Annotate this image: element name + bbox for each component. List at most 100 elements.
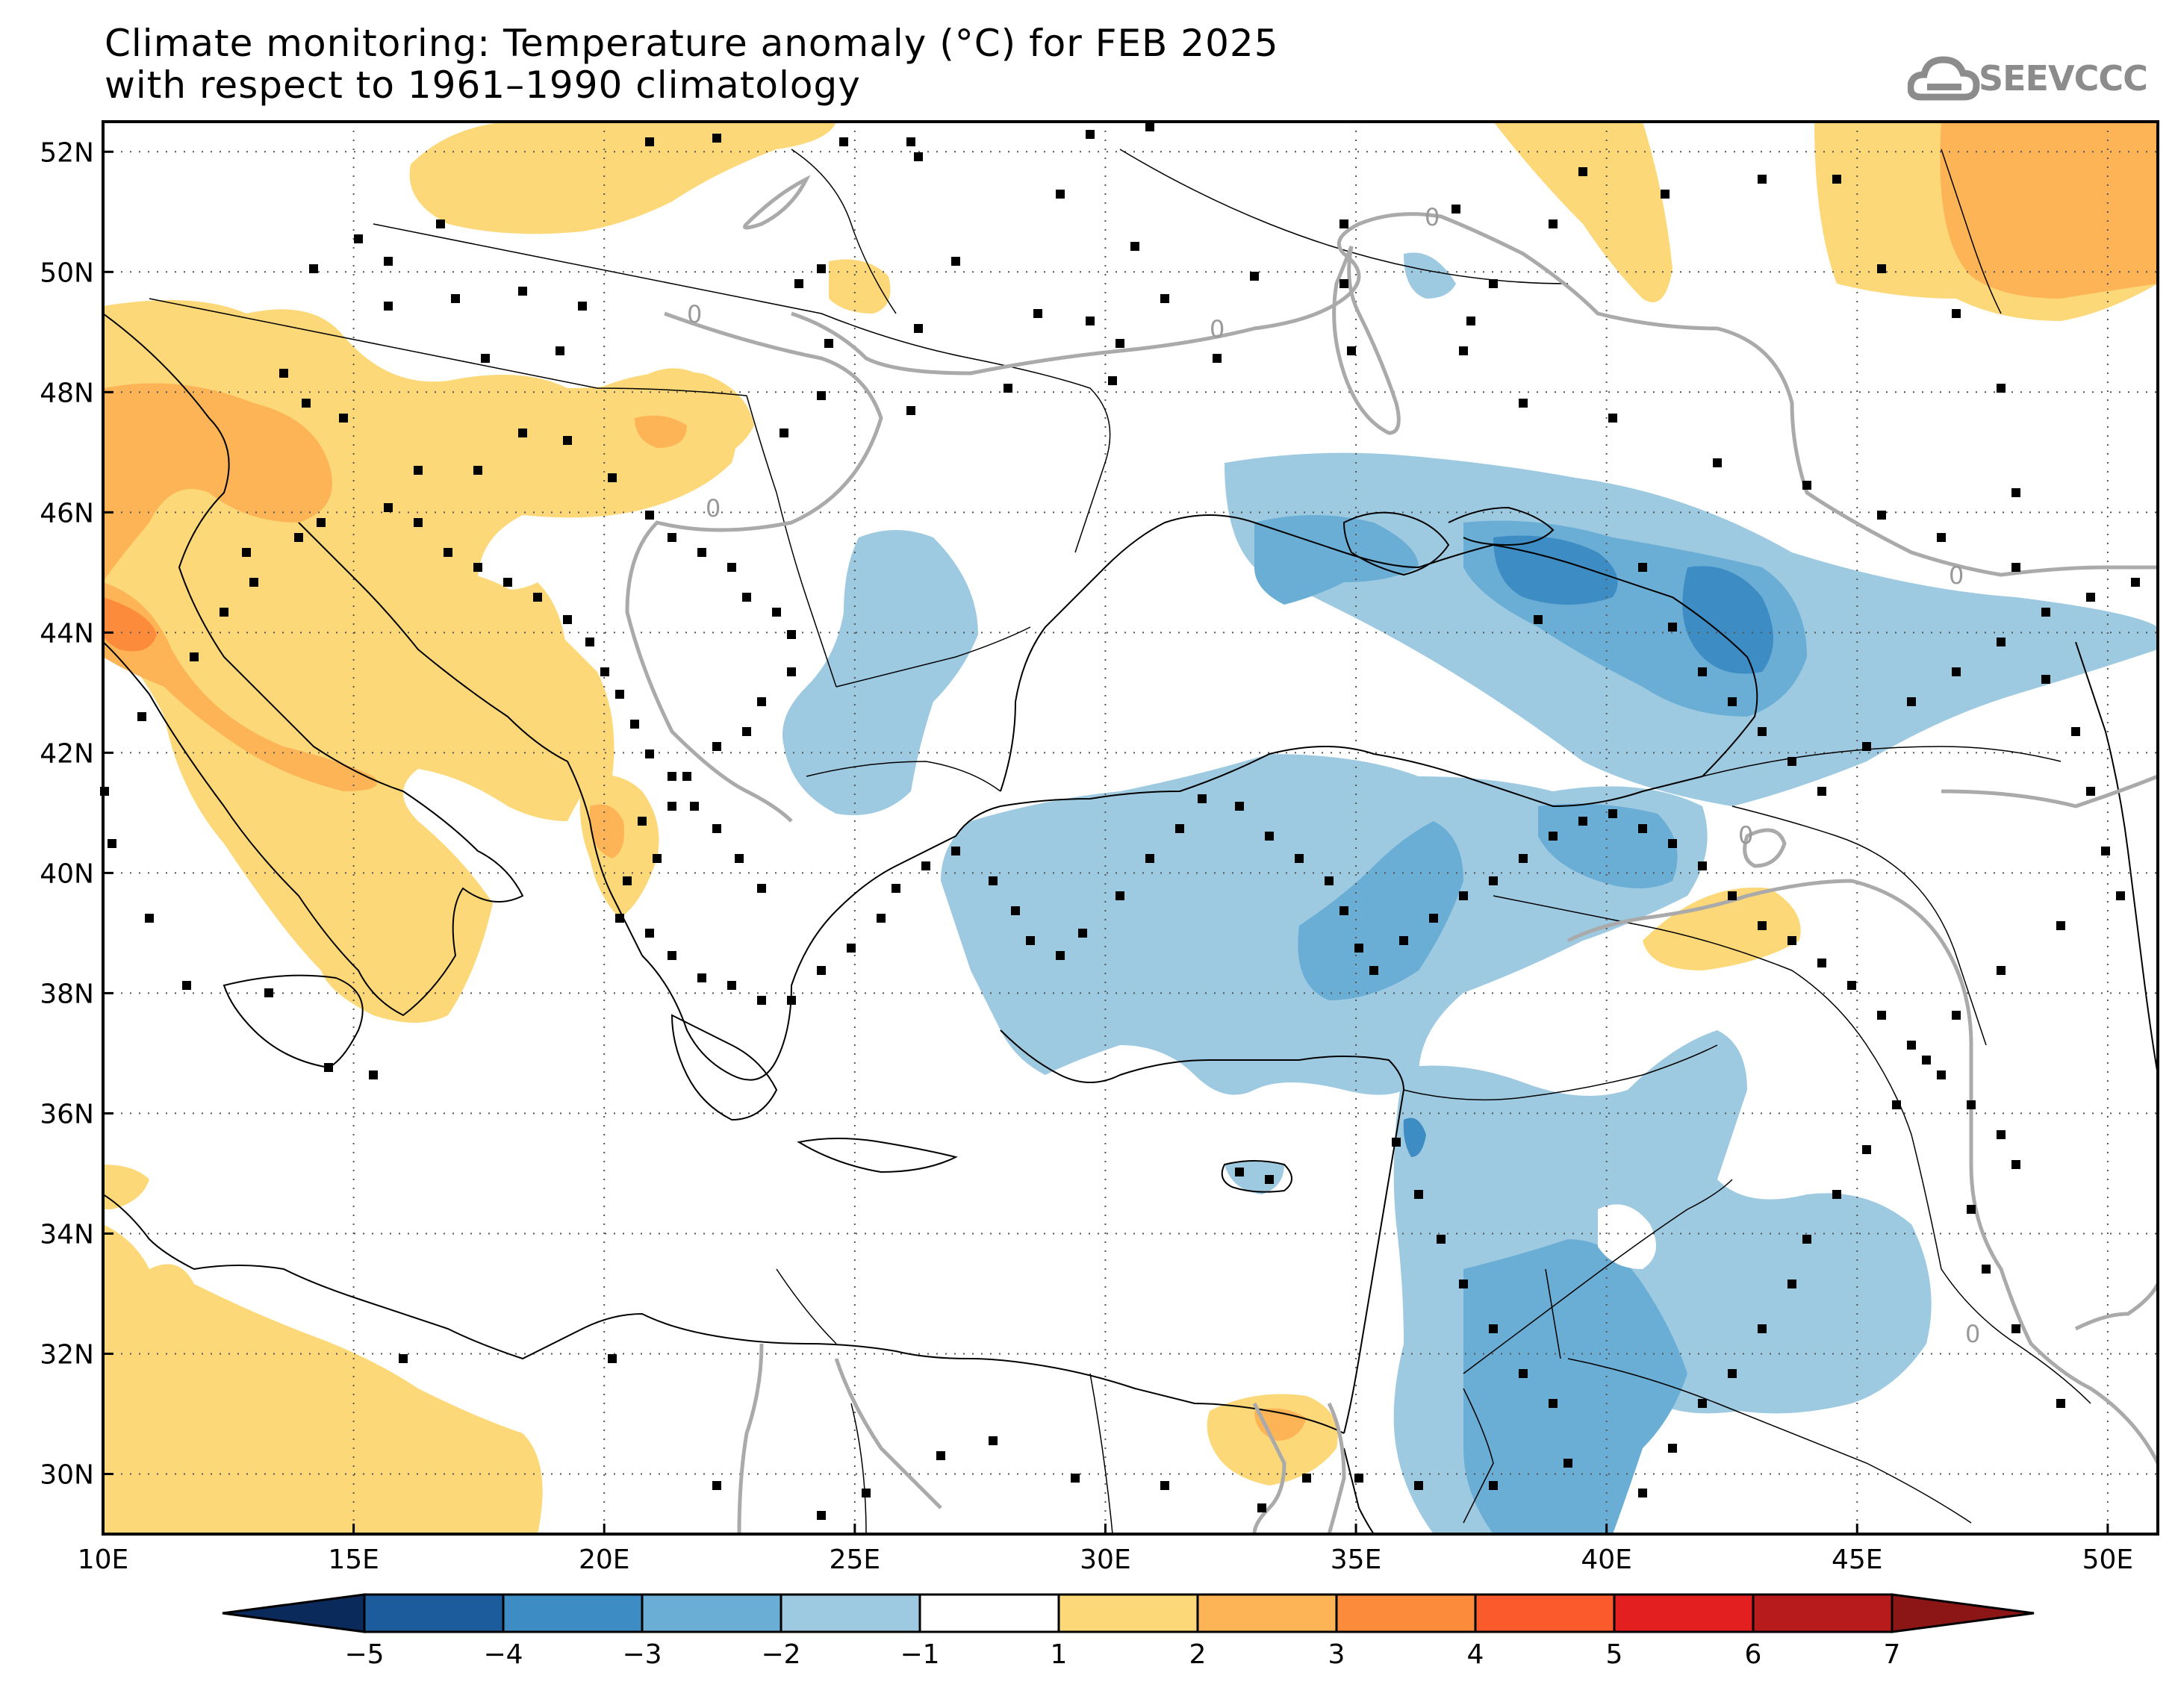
station-marker: [1713, 458, 1722, 467]
station-marker: [1295, 854, 1304, 863]
colorbar-label: 4: [1467, 1639, 1484, 1670]
station-marker: [1130, 242, 1139, 251]
station-marker: [1339, 219, 1348, 228]
italy-coastline: [103, 313, 524, 1017]
map-frame: [102, 120, 2159, 1536]
station-marker: [1877, 511, 1886, 520]
station-markers: [100, 122, 2140, 1520]
station-marker: [1145, 122, 1154, 131]
latitude-tick-label: 44N: [40, 618, 94, 649]
colorbar-segment: [363, 1593, 505, 1633]
latitude-tick-label: 42N: [40, 738, 94, 769]
colorbar-label: −2: [761, 1639, 800, 1670]
station-marker: [645, 137, 654, 146]
station-marker: [249, 578, 258, 587]
station-marker: [317, 518, 326, 527]
station-marker: [630, 720, 639, 729]
greece-coastline: [641, 805, 1001, 1081]
station-marker: [712, 1481, 721, 1490]
station-marker: [1952, 309, 1961, 318]
station-marker: [645, 749, 654, 758]
colorbar-segment: [1752, 1593, 1894, 1633]
station-marker: [824, 339, 833, 348]
station-marker: [951, 257, 960, 266]
colorbar-segment: [1613, 1593, 1755, 1633]
colorbar-label: 7: [1884, 1639, 1901, 1670]
station-marker: [563, 615, 572, 624]
station-marker: [1668, 839, 1677, 848]
station-marker: [1213, 354, 1222, 363]
warm-anomaly-west-2: [103, 383, 332, 582]
station-marker: [414, 466, 423, 475]
station-marker: [1698, 861, 1707, 870]
station-marker: [1489, 1324, 1498, 1333]
station-marker: [877, 914, 886, 923]
cool-anomaly-crimea: [1254, 515, 1419, 605]
station-marker: [2011, 1160, 2020, 1169]
station-marker: [1668, 1444, 1677, 1453]
station-marker: [1235, 802, 1244, 811]
station-marker: [1758, 921, 1767, 930]
station-marker: [190, 652, 199, 661]
station-marker: [1489, 876, 1498, 885]
station-marker: [638, 817, 647, 826]
station-marker: [2056, 1399, 2065, 1408]
colorbar-segment: [918, 1593, 1060, 1633]
turkey-south-coastline: [1000, 1029, 1404, 1091]
station-marker: [690, 802, 699, 811]
colorbar-label: −4: [483, 1639, 523, 1670]
station-marker: [1817, 787, 1826, 796]
colorbar-segment: [502, 1593, 644, 1633]
cloud-icon: [1907, 56, 1980, 101]
map-title: Climate monitoring: Temperature anomaly …: [105, 22, 1279, 106]
longitude-axis: 10E 15E 20E 25E 30E 35E 40E 45E 50E: [78, 1524, 2133, 1575]
station-marker: [1549, 219, 1558, 228]
station-marker: [108, 839, 116, 848]
station-marker: [2056, 921, 2065, 930]
colorbar-segment: [1335, 1593, 1477, 1633]
station-marker: [1758, 175, 1767, 184]
colorbar-segment: [1057, 1593, 1199, 1633]
station-marker: [817, 966, 826, 975]
station-marker: [2011, 488, 2020, 497]
station-marker: [1160, 1481, 1169, 1490]
station-marker: [1608, 809, 1617, 818]
warm-anomaly-north-east-core: [1940, 122, 2158, 299]
station-marker: [1698, 1399, 1707, 1408]
station-marker: [1198, 794, 1207, 803]
station-marker: [1459, 1280, 1468, 1288]
colorbar-label: −1: [900, 1639, 939, 1670]
station-marker: [1862, 742, 1871, 751]
station-marker: [1033, 309, 1042, 318]
station-marker: [712, 134, 721, 143]
station-marker: [1877, 1011, 1886, 1020]
station-marker: [914, 152, 923, 161]
station-marker: [1907, 697, 1916, 706]
station-marker: [989, 876, 998, 885]
station-marker: [2011, 1324, 2020, 1333]
warm-anomaly-balkan: [418, 567, 614, 784]
station-marker: [1922, 1056, 1931, 1065]
colorbar-below-triangle: [222, 1593, 366, 1633]
station-marker: [787, 630, 796, 639]
latitude-tick-label: 46N: [40, 498, 94, 529]
station-marker: [817, 264, 826, 273]
station-marker: [906, 137, 915, 146]
station-marker: [1728, 1369, 1737, 1378]
station-marker: [989, 1436, 998, 1445]
station-marker: [1802, 1235, 1811, 1244]
seevccc-logo: SEEVCCC: [1907, 45, 2154, 112]
latitude-tick-label: 48N: [40, 378, 94, 408]
station-marker: [1071, 1474, 1080, 1483]
station-marker: [1519, 1369, 1528, 1378]
station-marker: [668, 802, 676, 811]
station-marker: [1235, 1168, 1244, 1176]
station-marker: [2011, 563, 2020, 572]
longitude-tick-label: 30E: [1080, 1545, 1131, 1575]
colorbar-segment: [1196, 1593, 1338, 1633]
longitude-tick-label: 15E: [328, 1545, 379, 1575]
station-marker: [787, 667, 796, 676]
station-marker: [137, 712, 146, 721]
station-marker: [1847, 981, 1856, 990]
